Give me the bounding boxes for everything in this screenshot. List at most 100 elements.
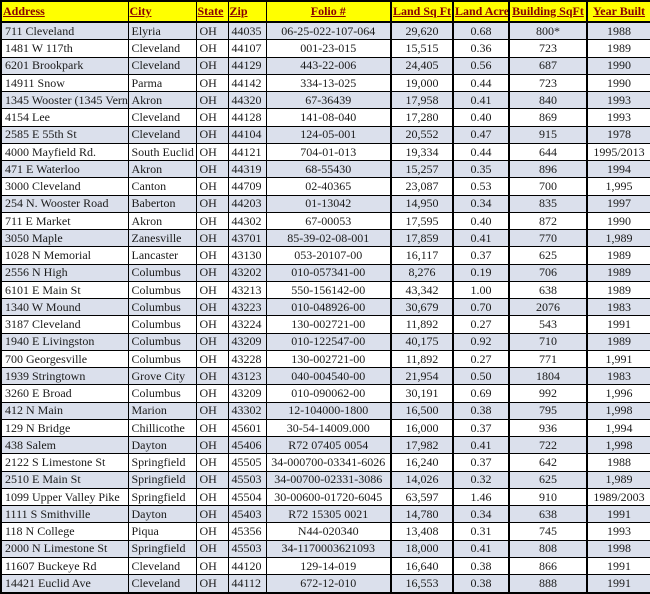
cell-building-sqft: 795 xyxy=(508,401,588,420)
cell-year-built: 1993 xyxy=(586,522,650,541)
cell-city: Columbus xyxy=(127,263,197,282)
cell-address: 129 N Bridge xyxy=(0,418,129,438)
cell-building-sqft: 872 xyxy=(508,211,588,231)
cell-land-sqft: 30,679 xyxy=(390,298,454,317)
cell-address: 3187 Cleveland xyxy=(0,315,129,334)
cell-land-sqft: 63,597 xyxy=(390,487,454,507)
cell-zip: 43123 xyxy=(227,367,267,386)
cell-building-sqft: 771 xyxy=(508,349,588,369)
cell-folio: 010-090062-00 xyxy=(265,384,392,403)
cell-folio: 040-004540-00 xyxy=(265,367,392,386)
cell-state: OH xyxy=(195,229,229,248)
cell-folio: 12-104000-1800 xyxy=(265,401,392,420)
cell-state: OH xyxy=(195,211,229,231)
cell-state: OH xyxy=(195,556,229,576)
cell-land-sqft: 16,240 xyxy=(390,453,454,472)
table-row: 1111 S Smithville Dayton OH 45403 R72 15305 … xyxy=(0,505,650,524)
cell-year-built: 1,994 xyxy=(586,418,650,438)
cell-state: OH xyxy=(195,160,229,179)
cell-address: 6201 Brookpark xyxy=(0,56,129,75)
cell-folio: 053-20107-00 xyxy=(265,246,392,265)
cell-city: Piqua xyxy=(127,522,197,541)
cell-land-acre: 1.00 xyxy=(452,280,510,300)
cell-city: Springfield xyxy=(127,539,197,558)
cell-building-sqft: 723 xyxy=(508,39,588,58)
table-row: 2556 N High Columbus OH 43202 010-057341-00 8… xyxy=(0,263,650,282)
cell-zip: 44107 xyxy=(227,39,267,58)
cell-year-built: 1993 xyxy=(586,108,650,127)
cell-state: OH xyxy=(195,194,229,213)
cell-building-sqft: 625 xyxy=(508,246,588,265)
cell-building-sqft: 835 xyxy=(508,194,588,213)
cell-building-sqft: 722 xyxy=(508,436,588,455)
table-row: 412 N Main Marion OH 43302 12-104000-1800 16,… xyxy=(0,401,650,420)
cell-state: OH xyxy=(195,177,229,196)
cell-land-sqft: 13,408 xyxy=(390,522,454,541)
table-row: 700 Georgesville Columbus OH 43228 130-00272… xyxy=(0,349,650,369)
cell-city: Chillicothe xyxy=(127,418,197,438)
cell-land-sqft: 15,515 xyxy=(390,39,454,58)
cell-year-built: 1983 xyxy=(586,367,650,386)
cell-folio: 30-00600-01720-6045 xyxy=(265,487,392,507)
cell-zip: 45356 xyxy=(227,522,267,541)
cell-zip: 44128 xyxy=(227,108,267,127)
table-row: 438 Salem Dayton OH 45406 R72 07405 0054 17,9… xyxy=(0,436,650,455)
cell-land-acre: 0.40 xyxy=(452,108,510,127)
cell-land-sqft: 21,954 xyxy=(390,367,454,386)
cell-state: OH xyxy=(195,91,229,110)
cell-folio: 010-048926-00 xyxy=(265,298,392,317)
cell-land-sqft: 29,620 xyxy=(390,21,454,41)
cell-land-acre: 0.32 xyxy=(452,470,510,489)
cell-city: Canton xyxy=(127,177,197,196)
cell-address: 1345 Wooster (1345 Vern xyxy=(0,91,129,110)
cell-land-acre: 0.40 xyxy=(452,211,510,231)
cell-city: Columbus xyxy=(127,315,197,334)
cell-state: OH xyxy=(195,246,229,265)
cell-land-acre: 0.92 xyxy=(452,332,510,351)
cell-building-sqft: 840 xyxy=(508,91,588,110)
cell-land-acre: 0.68 xyxy=(452,21,510,41)
cell-building-sqft: 745 xyxy=(508,522,588,541)
cell-year-built: 1989 xyxy=(586,263,650,282)
cell-zip: 44120 xyxy=(227,556,267,576)
cell-city: Columbus xyxy=(127,384,197,403)
cell-city: South Euclid xyxy=(127,142,197,162)
cell-land-sqft: 43,342 xyxy=(390,280,454,300)
cell-state: OH xyxy=(195,21,229,41)
cell-zip: 44104 xyxy=(227,125,267,144)
cell-city: Cleveland xyxy=(127,574,197,594)
cell-folio: 130-002721-00 xyxy=(265,349,392,369)
table-row: 1345 Wooster (1345 Vern Akron OH 44320 67-36… xyxy=(0,91,650,110)
cell-land-acre: 0.44 xyxy=(452,73,510,93)
cell-zip: 44319 xyxy=(227,160,267,179)
cell-year-built: 1,995 xyxy=(586,177,650,196)
cell-zip: 43224 xyxy=(227,315,267,334)
cell-land-acre: 0.44 xyxy=(452,142,510,162)
table-row: 711 E Market Akron OH 44302 67-00053 17,595 0.… xyxy=(0,211,650,231)
column-header-address: Address xyxy=(0,0,129,23)
cell-year-built: 1,991 xyxy=(586,349,650,369)
cell-city: Akron xyxy=(127,160,197,179)
table-row: 471 E Waterloo Akron OH 44319 68-55430 15,257… xyxy=(0,160,650,179)
table-row: 1939 Stringtown Grove City OH 43123 040-0045… xyxy=(0,367,650,386)
cell-folio: 010-122547-00 xyxy=(265,332,392,351)
cell-land-sqft: 14,950 xyxy=(390,194,454,213)
cell-folio: R72 07405 0054 xyxy=(265,436,392,455)
cell-land-sqft: 18,000 xyxy=(390,539,454,558)
cell-land-acre: 0.50 xyxy=(452,367,510,386)
cell-year-built: 1,989 xyxy=(586,229,650,248)
cell-folio: 130-002721-00 xyxy=(265,315,392,334)
cell-building-sqft: 1804 xyxy=(508,367,588,386)
table-row: 2585 E 55th St Cleveland OH 44104 124-05-001… xyxy=(0,125,650,144)
cell-address: 14911 Snow xyxy=(0,73,129,93)
cell-address: 2556 N High xyxy=(0,263,129,282)
cell-land-sqft: 17,280 xyxy=(390,108,454,127)
cell-state: OH xyxy=(195,39,229,58)
cell-land-sqft: 17,859 xyxy=(390,229,454,248)
table-row: 254 N. Wooster Road Baberton OH 44203 01-130… xyxy=(0,194,650,213)
cell-land-sqft: 20,552 xyxy=(390,125,454,144)
cell-building-sqft: 808 xyxy=(508,539,588,558)
cell-address: 1939 Stringtown xyxy=(0,367,129,386)
cell-land-sqft: 14,780 xyxy=(390,505,454,524)
table-row: 14421 Euclid Ave Cleveland OH 44112 672-12-0… xyxy=(0,574,650,594)
